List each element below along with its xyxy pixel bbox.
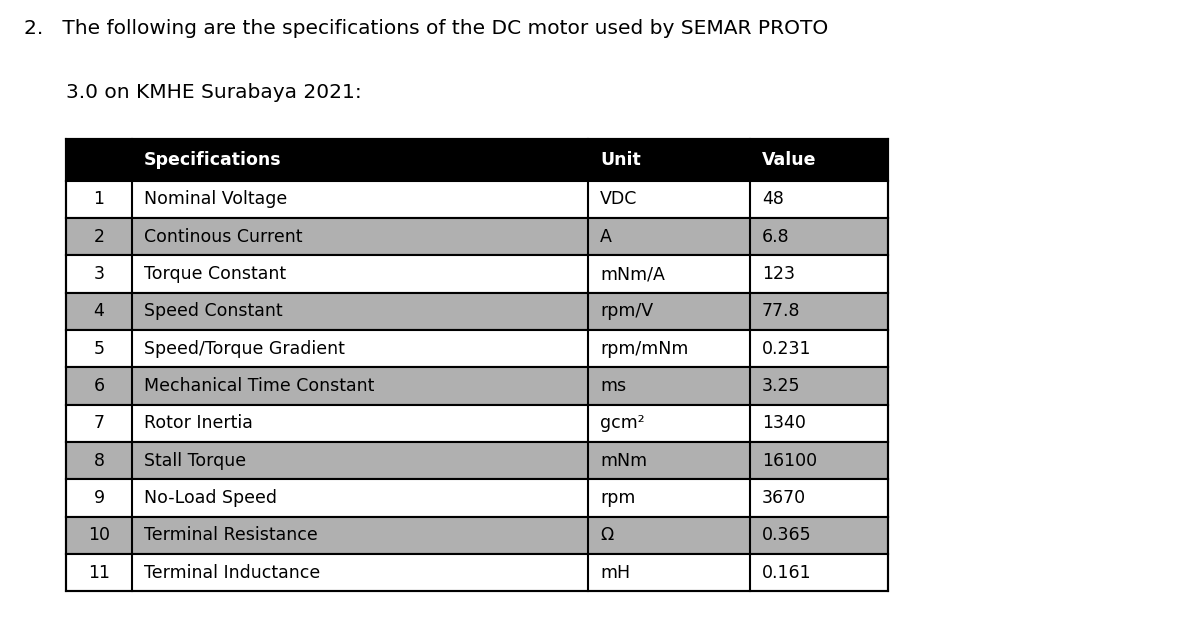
Text: Specifications: Specifications (144, 151, 282, 169)
Text: mH: mH (600, 564, 630, 582)
Bar (66, 292, 888, 330)
Text: 6: 6 (94, 377, 104, 395)
Text: 123: 123 (762, 265, 796, 283)
Text: Mechanical Time Constant: Mechanical Time Constant (144, 377, 374, 395)
Text: Speed/Torque Gradient: Speed/Torque Gradient (144, 340, 344, 358)
Text: 8: 8 (94, 452, 104, 470)
Text: gcm²: gcm² (600, 415, 644, 433)
Text: Terminal Inductance: Terminal Inductance (144, 564, 320, 582)
Bar (66, 139, 888, 181)
Text: 48: 48 (762, 191, 784, 209)
Text: Torque Constant: Torque Constant (144, 265, 286, 283)
Text: Stall Torque: Stall Torque (144, 452, 246, 470)
Text: 5: 5 (94, 340, 104, 358)
Text: 3.0 on KMHE Surabaya 2021:: 3.0 on KMHE Surabaya 2021: (66, 83, 361, 102)
Text: 3: 3 (94, 265, 104, 283)
Text: 3.25: 3.25 (762, 377, 800, 395)
Bar (66, 181, 888, 218)
Text: 11: 11 (88, 564, 110, 582)
Text: 9: 9 (94, 489, 104, 507)
Text: rpm: rpm (600, 489, 635, 507)
Text: Unit: Unit (600, 151, 641, 169)
Text: No-Load Speed: No-Load Speed (144, 489, 277, 507)
Text: 16100: 16100 (762, 452, 817, 470)
Text: mNm/A: mNm/A (600, 265, 665, 283)
Text: Continous Current: Continous Current (144, 228, 302, 246)
Bar (66, 516, 888, 554)
Text: Ω: Ω (600, 526, 613, 544)
Bar (66, 330, 888, 367)
Text: 1340: 1340 (762, 415, 806, 433)
Text: 2: 2 (94, 228, 104, 246)
Text: 4: 4 (94, 302, 104, 320)
Bar (66, 479, 888, 516)
Text: ms: ms (600, 377, 626, 395)
Bar (66, 554, 888, 591)
Text: mNm: mNm (600, 452, 647, 470)
Text: Terminal Resistance: Terminal Resistance (144, 526, 318, 544)
Text: rpm/mNm: rpm/mNm (600, 340, 689, 358)
Text: 0.365: 0.365 (762, 526, 811, 544)
Text: Rotor Inertia: Rotor Inertia (144, 415, 253, 433)
Bar (66, 405, 888, 442)
Text: 1: 1 (94, 191, 104, 209)
Bar (66, 255, 888, 292)
Text: 2.   The following are the specifications of the DC motor used by SEMAR PROTO: 2. The following are the specifications … (24, 19, 828, 38)
Bar (66, 218, 888, 255)
Text: Nominal Voltage: Nominal Voltage (144, 191, 287, 209)
Text: VDC: VDC (600, 191, 637, 209)
Text: Value: Value (762, 151, 816, 169)
Text: rpm/V: rpm/V (600, 302, 653, 320)
Text: 0.161: 0.161 (762, 564, 811, 582)
Text: 77.8: 77.8 (762, 302, 800, 320)
Text: 6.8: 6.8 (762, 228, 790, 246)
Bar (66, 367, 888, 405)
Text: 7: 7 (94, 415, 104, 433)
Bar (66, 442, 888, 479)
Text: Speed Constant: Speed Constant (144, 302, 283, 320)
Text: 0.231: 0.231 (762, 340, 811, 358)
Text: A: A (600, 228, 612, 246)
Text: 10: 10 (88, 526, 110, 544)
Text: 3670: 3670 (762, 489, 806, 507)
